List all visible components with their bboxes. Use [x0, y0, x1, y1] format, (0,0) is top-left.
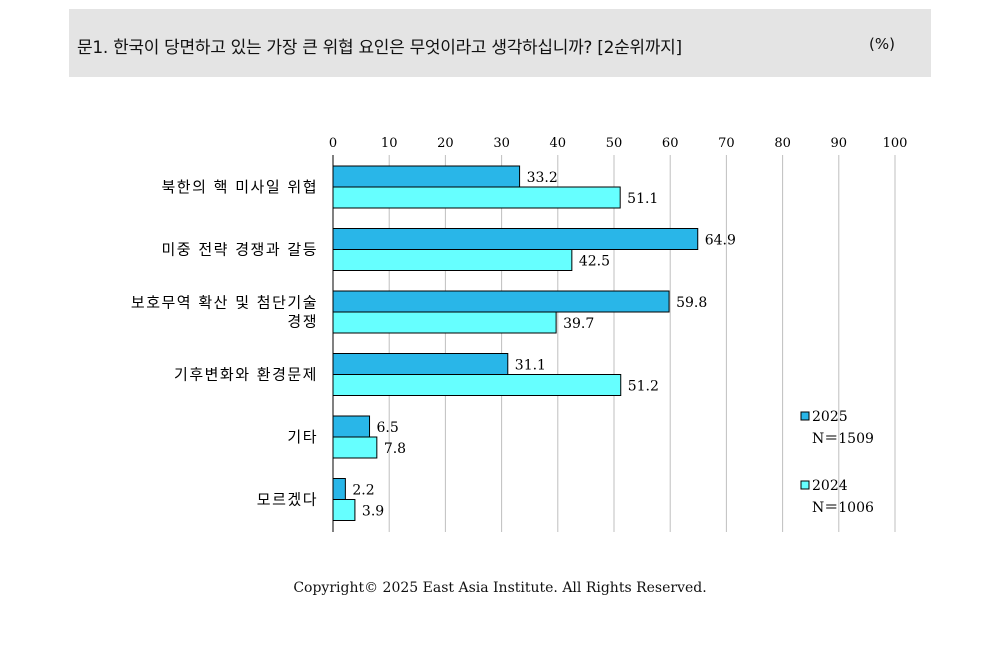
- title-bar: 문1. 한국이 당면하고 있는 가장 큰 위협 요인은 무엇이라고 생각하십니까…: [69, 9, 931, 77]
- x-tick-label: 90: [831, 136, 848, 151]
- bar-2025: [332, 165, 521, 188]
- legend-n-2025: N＝1509: [812, 431, 874, 447]
- x-tick-label: 60: [662, 136, 679, 151]
- legend-n-2024: N＝1006: [812, 500, 874, 516]
- category-label: 모르겠다: [257, 491, 318, 509]
- bar-2024: [332, 436, 378, 459]
- data-label: 2.2: [352, 483, 374, 499]
- data-label: 51.2: [628, 379, 659, 395]
- data-label: 42.5: [579, 254, 610, 270]
- bar-2025: [332, 478, 346, 500]
- data-label: 7.8: [384, 441, 406, 457]
- bar-2025: [332, 228, 699, 250]
- x-tick-label: 0: [329, 136, 337, 151]
- data-label: 33.2: [527, 170, 558, 186]
- x-tick-label: 80: [774, 136, 791, 151]
- copyright-footer: Copyright© 2025 East Asia Institute. All…: [293, 580, 707, 596]
- x-tick-label: 20: [437, 136, 454, 151]
- category-label: 보호무역 확산 및 첨단기술: [131, 294, 318, 312]
- bar-2024: [332, 311, 557, 334]
- bar-2025: [332, 353, 509, 375]
- category-label: 기후변화와 환경문제: [174, 366, 318, 384]
- legend-label-2024: 2024: [812, 478, 848, 494]
- x-tick-label: 10: [381, 136, 398, 151]
- data-label: 3.9: [362, 504, 384, 520]
- bar-2025: [332, 415, 371, 438]
- category-label: 기타: [287, 428, 318, 446]
- x-tick-label: 30: [493, 136, 510, 151]
- x-tick-label: 100: [883, 136, 908, 151]
- x-tick-label: 70: [718, 136, 735, 151]
- legend-label-2025: 2025: [812, 409, 848, 425]
- data-label: 59.8: [676, 295, 707, 311]
- data-label: 51.1: [627, 191, 658, 207]
- legend-swatch-2025: [800, 411, 810, 421]
- page-title: 문1. 한국이 당면하고 있는 가장 큰 위협 요인은 무엇이라고 생각하십니까…: [77, 38, 682, 58]
- bar-2024: [332, 374, 622, 396]
- data-label: 6.5: [377, 420, 399, 436]
- bar-2024: [332, 186, 621, 209]
- bar-2024: [332, 499, 356, 521]
- data-label: 31.1: [515, 358, 546, 374]
- bar-2024: [332, 249, 573, 271]
- category-label: 경쟁: [287, 313, 318, 331]
- bar-2025: [332, 290, 670, 313]
- category-label: 북한의 핵 미사일 위협: [161, 178, 318, 196]
- x-tick-label: 50: [606, 136, 623, 151]
- category-label: 미중 전략 경쟁과 갈등: [161, 241, 318, 259]
- data-label: 39.7: [563, 316, 594, 332]
- legend-swatch-2024: [800, 480, 810, 490]
- unit-label: (%): [869, 35, 895, 53]
- x-tick-label: 40: [550, 136, 567, 151]
- data-label: 64.9: [705, 233, 736, 249]
